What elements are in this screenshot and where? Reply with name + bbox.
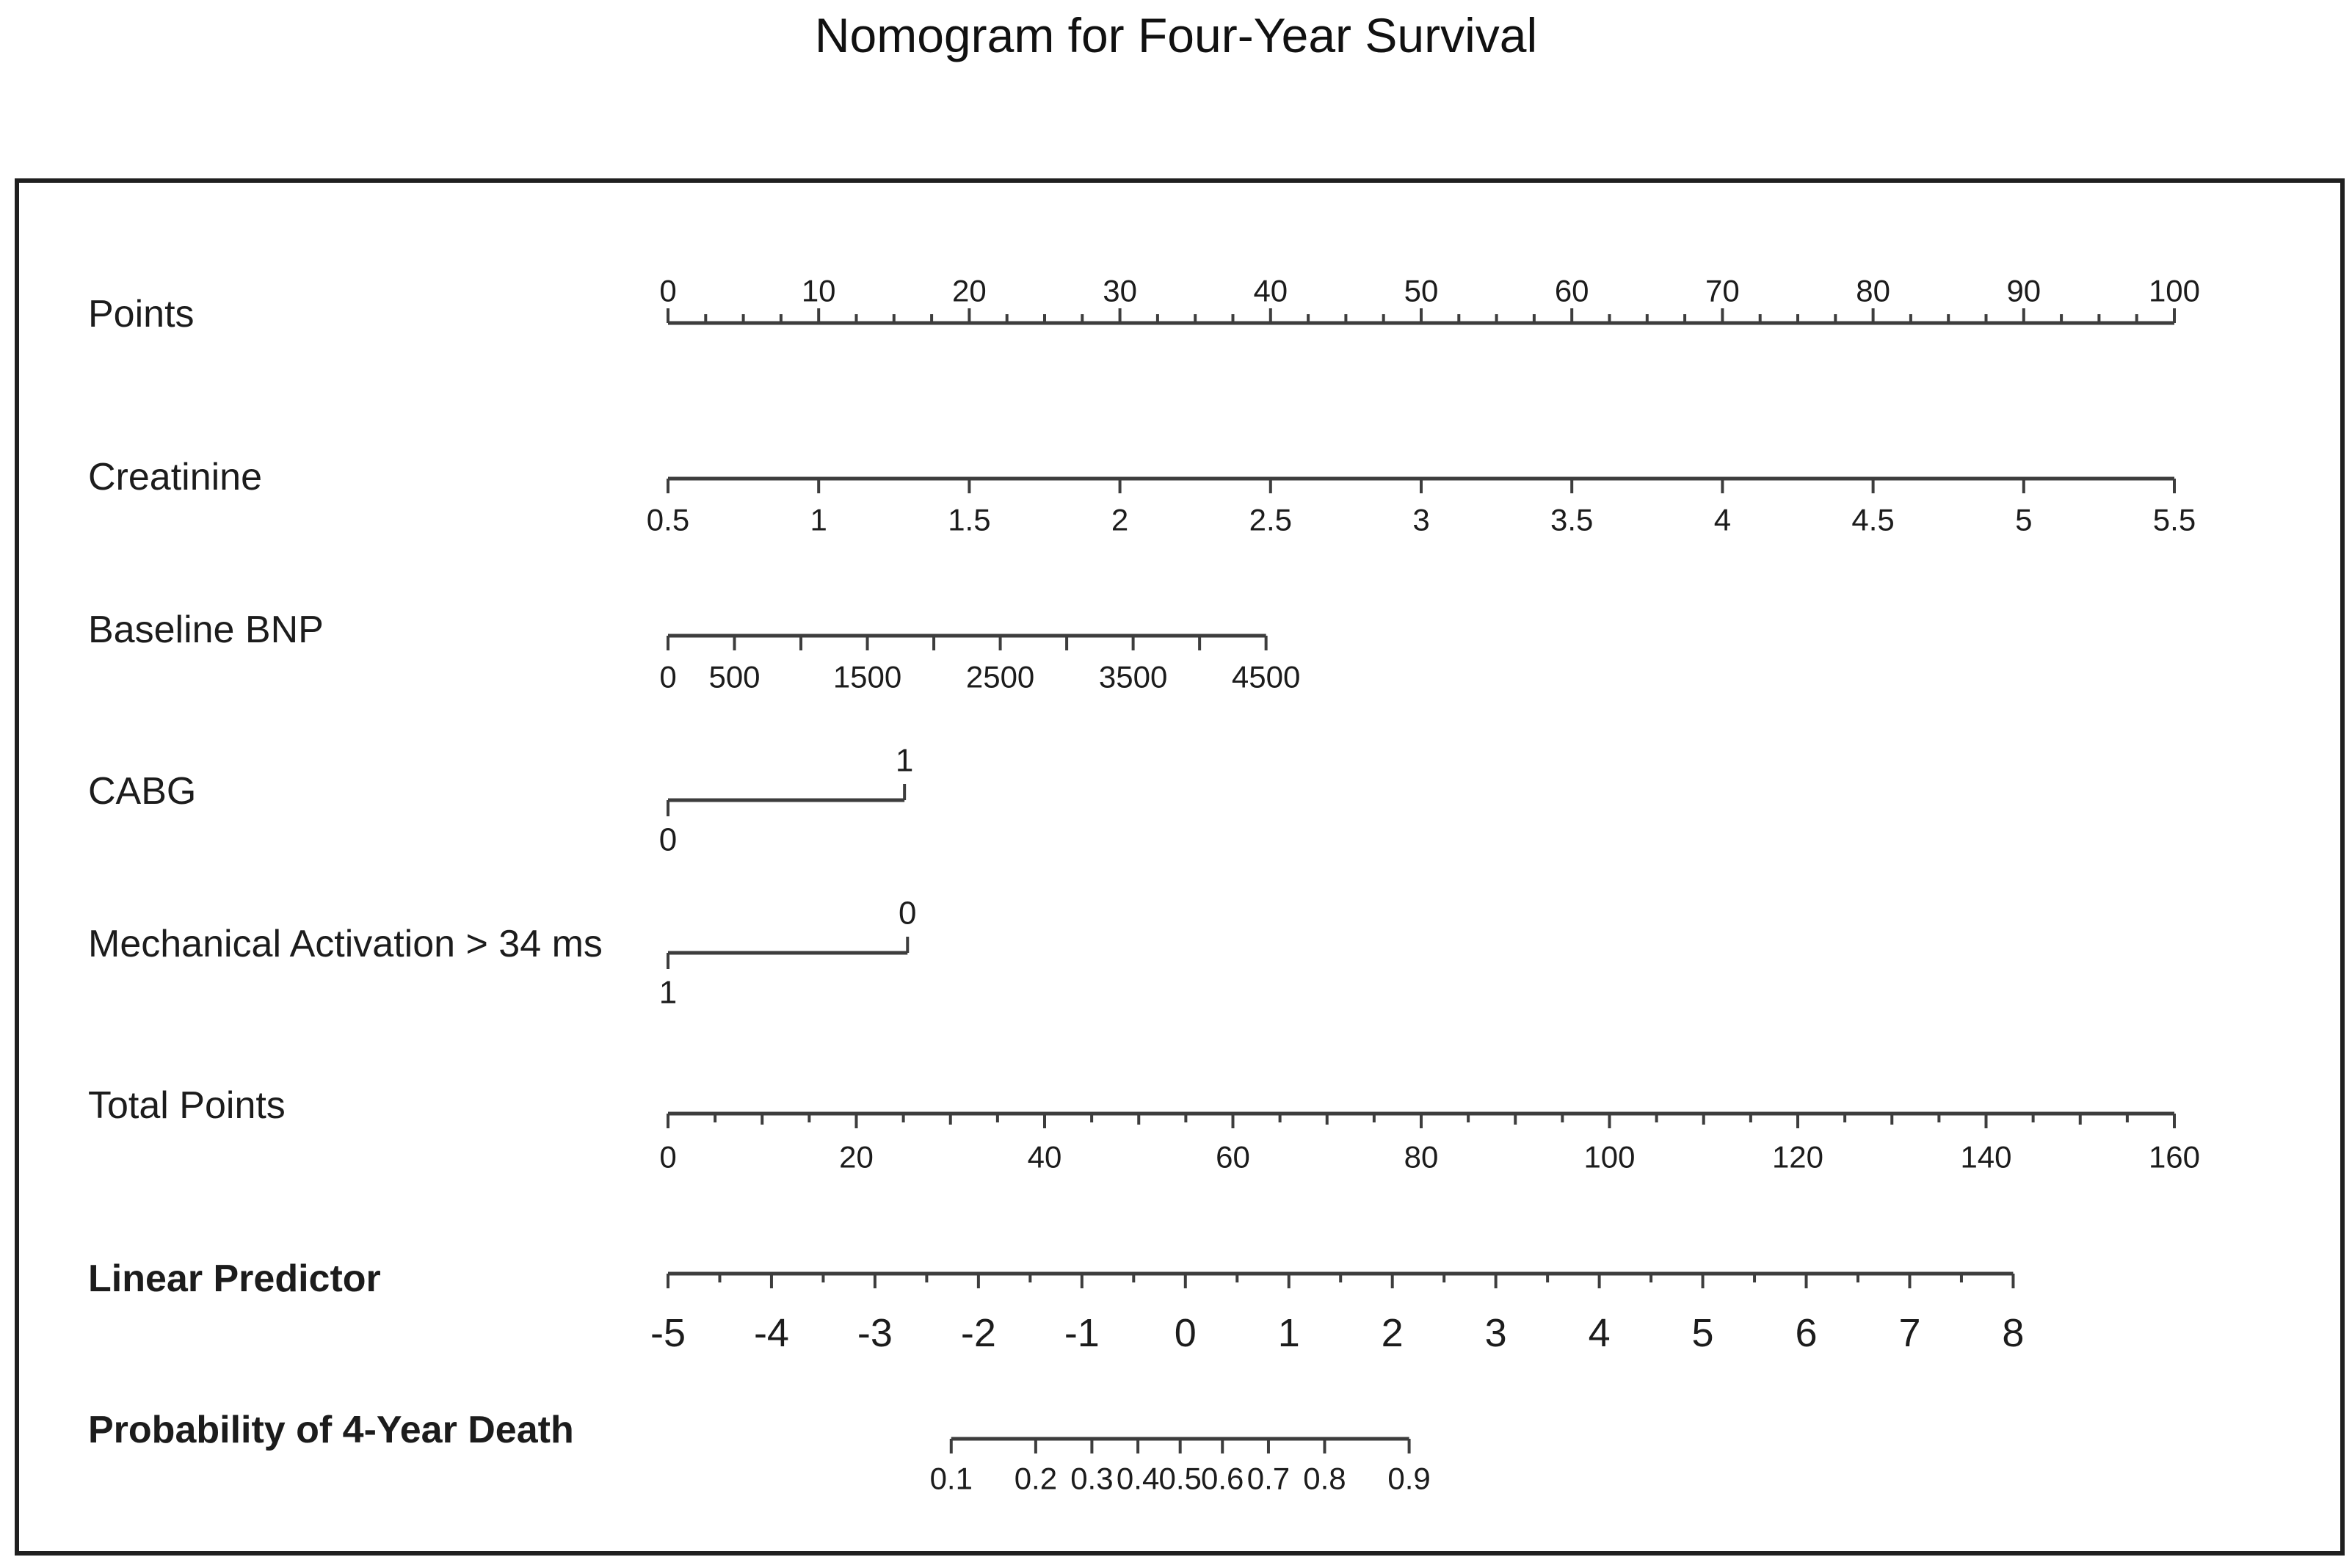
tick-label: 0.3 bbox=[1070, 1462, 1113, 1496]
axis-points: 0 10 20 30 40 50 60 70 80 90 100 Points bbox=[88, 274, 2200, 336]
tick-label: 4 bbox=[1714, 503, 1731, 537]
axis-row-label-creatinine: Creatinine bbox=[88, 456, 262, 498]
tick-label: 3 bbox=[1412, 503, 1429, 537]
tick-label: 4.5 bbox=[1851, 503, 1894, 537]
tick-label: 0.5 bbox=[647, 503, 689, 537]
tick-label: 6 bbox=[1795, 1311, 1817, 1355]
tick-label: 8 bbox=[2002, 1311, 2024, 1355]
tick-label: 0.4 bbox=[1117, 1462, 1159, 1496]
tick-label: 0 bbox=[659, 822, 677, 858]
axis-row-label-bnp: Baseline BNP bbox=[88, 609, 324, 651]
tick-label: 7 bbox=[1898, 1311, 1920, 1355]
axis-row-label-points: Points bbox=[88, 293, 195, 335]
tick-label: 10 bbox=[802, 274, 836, 308]
tick-label: 2.5 bbox=[1249, 503, 1292, 537]
axis-lp: -5 -4 -3 -2 -1 0 1 2 3 4 5 6 7 8 Linear Predictor bbox=[88, 1257, 2024, 1355]
tick-label: 20 bbox=[839, 1140, 874, 1175]
tick-label: 160 bbox=[2149, 1140, 2200, 1175]
axis-creatinine: 0.5 1 1.5 2 2.5 3 3.5 4 4.5 5 5.5 Creatinine bbox=[88, 456, 2196, 537]
tick-label: 0 bbox=[659, 1140, 676, 1175]
tick-label: 2 bbox=[1111, 503, 1128, 537]
tick-label: -4 bbox=[754, 1311, 789, 1355]
tick-label: 5 bbox=[2015, 503, 2032, 537]
tick-label: -5 bbox=[650, 1311, 686, 1355]
chart-title: Nomogram for Four-Year Survival bbox=[814, 8, 1538, 62]
tick-label: 20 bbox=[952, 274, 987, 308]
tick-label: 5.5 bbox=[2153, 503, 2196, 537]
tick-label: 0.1 bbox=[930, 1462, 973, 1496]
tick-label: 0 bbox=[659, 274, 676, 308]
axis-row-label-prob: Probability of 4-Year Death bbox=[88, 1409, 574, 1451]
tick-label: 90 bbox=[2006, 274, 2041, 308]
tick-label: 50 bbox=[1404, 274, 1439, 308]
axis-row-label-cabg: CABG bbox=[88, 770, 196, 813]
tick-label: 500 bbox=[708, 660, 760, 694]
tick-label: 30 bbox=[1103, 274, 1137, 308]
axis-cabg: 0 1 CABG bbox=[88, 743, 913, 858]
tick-label: 0.9 bbox=[1387, 1462, 1430, 1496]
tick-label: 4500 bbox=[1232, 660, 1300, 694]
tick-label: 0.5 bbox=[1158, 1462, 1201, 1496]
tick-label: -3 bbox=[857, 1311, 893, 1355]
axis-bnp: 0 500 1500 2500 3500 4500 Baseline BNP bbox=[88, 609, 1300, 694]
plot-frame bbox=[15, 178, 2345, 1556]
axis-prob: 0.1 0.2 0.3 0.4 0.5 0.6 0.7 0.8 0.9 Probability o… bbox=[88, 1409, 1431, 1496]
tick-label: 80 bbox=[1404, 1140, 1439, 1175]
tick-label: 70 bbox=[1705, 274, 1740, 308]
tick-label: 1.5 bbox=[948, 503, 990, 537]
tick-label: 0 bbox=[659, 660, 676, 694]
axis-row-label-total: Total Points bbox=[88, 1084, 286, 1127]
tick-label: 80 bbox=[1856, 274, 1890, 308]
tick-label: 0.6 bbox=[1201, 1462, 1244, 1496]
tick-label: 0.7 bbox=[1247, 1462, 1290, 1496]
tick-label: 100 bbox=[1583, 1140, 1635, 1175]
tick-label: 1 bbox=[1278, 1311, 1300, 1355]
tick-label: 4 bbox=[1589, 1311, 1611, 1355]
tick-label: 0.8 bbox=[1303, 1462, 1346, 1496]
tick-label: 5 bbox=[1692, 1311, 1714, 1355]
tick-label: 60 bbox=[1555, 274, 1589, 308]
tick-label: 0.2 bbox=[1015, 1462, 1057, 1496]
tick-label: 1 bbox=[810, 503, 827, 537]
tick-label: 1 bbox=[896, 743, 913, 779]
tick-label: 140 bbox=[1960, 1140, 2011, 1175]
tick-label: 40 bbox=[1028, 1140, 1062, 1175]
tick-label: 0 bbox=[899, 896, 916, 932]
tick-label: 2500 bbox=[966, 660, 1034, 694]
axis-ma: 1 0 Mechanical Activation > 34 ms bbox=[88, 896, 917, 1011]
tick-label: 1500 bbox=[833, 660, 901, 694]
tick-label: 40 bbox=[1253, 274, 1288, 308]
tick-label: 3 bbox=[1485, 1311, 1507, 1355]
axis-row-label-lp: Linear Predictor bbox=[88, 1257, 381, 1300]
axis-total: 0 20 40 60 80 100 120 140 160 Total Points bbox=[88, 1084, 2200, 1175]
tick-label: 1 bbox=[659, 975, 677, 1011]
tick-label: 3.5 bbox=[1550, 503, 1593, 537]
axis-row-label-ma: Mechanical Activation > 34 ms bbox=[88, 923, 603, 965]
tick-label: 120 bbox=[1772, 1140, 1823, 1175]
tick-label: 60 bbox=[1216, 1140, 1250, 1175]
tick-label: -2 bbox=[961, 1311, 996, 1355]
tick-label: -1 bbox=[1064, 1311, 1100, 1355]
tick-label: 0 bbox=[1175, 1311, 1197, 1355]
tick-label: 100 bbox=[2149, 274, 2200, 308]
tick-label: 2 bbox=[1382, 1311, 1404, 1355]
tick-label: 3500 bbox=[1099, 660, 1167, 694]
